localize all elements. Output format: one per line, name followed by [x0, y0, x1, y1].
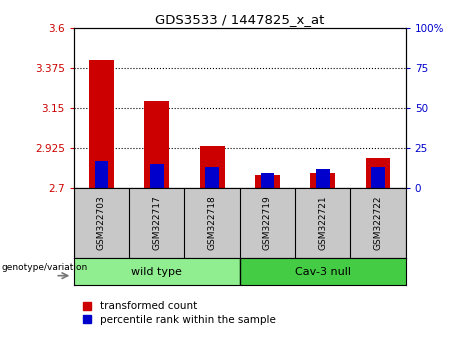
Bar: [260, 173, 274, 188]
Bar: [95, 161, 108, 188]
Text: Cav-3 null: Cav-3 null: [295, 267, 351, 277]
Bar: [255, 175, 280, 188]
Text: GSM322722: GSM322722: [373, 196, 383, 250]
Text: GSM322718: GSM322718: [207, 196, 217, 250]
Bar: [150, 164, 164, 188]
Bar: [371, 167, 385, 188]
Text: GSM322717: GSM322717: [152, 196, 161, 250]
Bar: [144, 101, 169, 188]
Bar: [366, 158, 390, 188]
Text: GSM322721: GSM322721: [318, 196, 327, 250]
Legend: transformed count, percentile rank within the sample: transformed count, percentile rank withi…: [79, 297, 280, 329]
Bar: [240, 258, 406, 285]
Bar: [316, 169, 330, 188]
Bar: [89, 60, 114, 188]
Text: genotype/variation: genotype/variation: [1, 263, 88, 272]
Text: GSM322703: GSM322703: [97, 196, 106, 250]
Title: GDS3533 / 1447825_x_at: GDS3533 / 1447825_x_at: [155, 13, 325, 26]
Bar: [205, 167, 219, 188]
Text: wild type: wild type: [131, 267, 182, 277]
Bar: [200, 146, 225, 188]
Bar: [310, 173, 335, 188]
Text: GSM322719: GSM322719: [263, 196, 272, 250]
Bar: [74, 258, 240, 285]
